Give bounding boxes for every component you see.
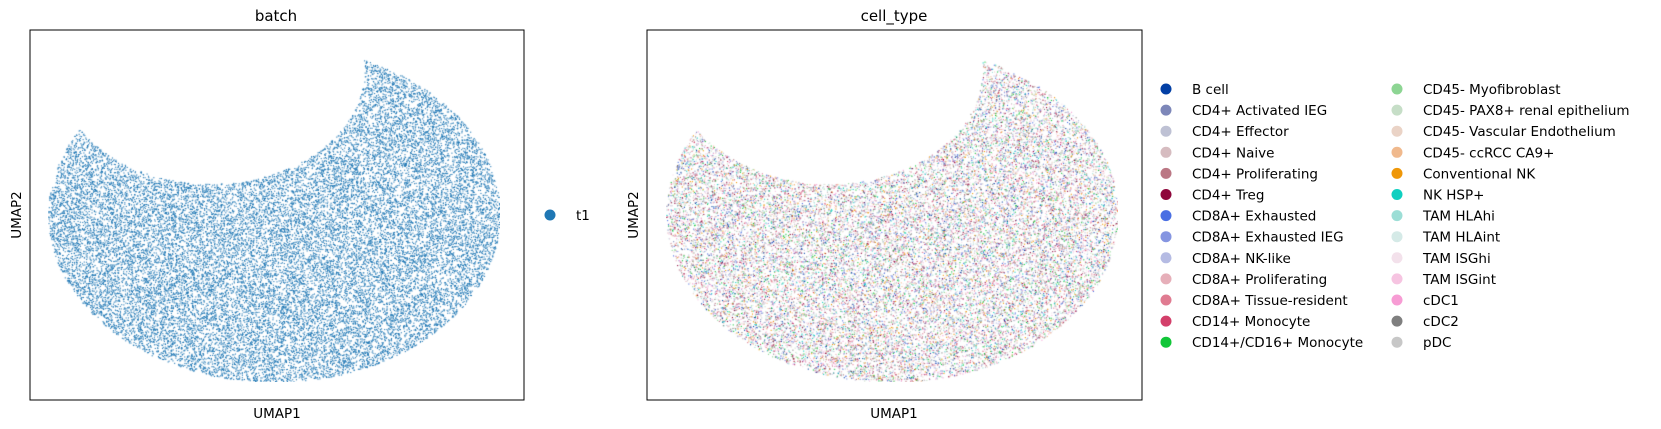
batch-legend: t1 [544, 208, 590, 224]
legend-marker [1160, 167, 1172, 179]
legend-label: B cell [1192, 82, 1229, 98]
legend-label: cDC2 [1423, 314, 1459, 330]
legend-marker [1391, 125, 1403, 137]
legend-marker [1391, 146, 1403, 158]
legend-label: pDC [1423, 335, 1451, 351]
cell-type-points [666, 46, 1118, 382]
legend-marker [1391, 104, 1403, 116]
legend-marker [1160, 146, 1172, 158]
legend-label: CD8A+ Proliferating [1192, 272, 1327, 288]
legend-label: CD8A+ Exhausted [1192, 209, 1316, 225]
legend-label: CD4+ Proliferating [1192, 166, 1318, 182]
legend-label: TAM HLAhi [1422, 209, 1495, 225]
legend-marker [1391, 231, 1403, 243]
legend-label: CD8A+ Exhausted IEG [1192, 230, 1344, 246]
legend-marker [1160, 336, 1172, 348]
batch-ylabel: UMAP2 [9, 191, 25, 239]
legend-label: CD45- PAX8+ renal epithelium [1423, 103, 1630, 119]
legend-label: CD4+ Treg [1192, 188, 1264, 204]
cell-type-title: cell_type [861, 7, 928, 26]
legend-marker [1391, 252, 1403, 264]
legend-marker [1391, 273, 1403, 285]
legend-marker [1391, 210, 1403, 222]
batch-points [48, 46, 500, 382]
legend-marker [1160, 83, 1172, 95]
legend-marker [1160, 252, 1172, 264]
cell-type-panel: cell_type UMAP1 UMAP2 B cell CD4+ Activat… [626, 7, 1630, 422]
legend-marker [1391, 189, 1403, 200]
legend-label: CD45- Vascular Endothelium [1423, 124, 1616, 140]
legend-marker [1391, 294, 1403, 306]
batch-panel: batch UMAP1 UMAP2 t1 [9, 7, 590, 422]
legend-label: CD45- Myofibroblast [1423, 82, 1561, 98]
legend-label: TAM ISGhi [1422, 251, 1491, 267]
legend-label: t1 [576, 208, 590, 224]
legend-label: NK HSP+ [1423, 188, 1484, 204]
legend-label: CD45- ccRCC CA9+ [1423, 145, 1554, 161]
legend-label: CD4+ Activated IEG [1192, 103, 1327, 119]
legend-marker [1391, 83, 1403, 95]
legend-marker [544, 209, 556, 221]
legend-marker [1160, 210, 1172, 222]
legend-label: TAM HLAint [1422, 230, 1500, 246]
cell-type-plot-frame [646, 29, 1143, 401]
legend-label: CD4+ Effector [1192, 124, 1289, 140]
legend-label: TAM ISGint [1422, 272, 1496, 288]
legend-label: Conventional NK [1423, 166, 1536, 182]
batch-title: batch [255, 7, 297, 25]
legend-marker [1160, 189, 1172, 200]
cell-type-ylabel: UMAP2 [626, 191, 642, 239]
cell-type-legend: B cell CD4+ Activated IEG CD4+ Effector CD4… [1160, 82, 1630, 351]
legend-marker [1160, 315, 1172, 327]
legend-marker [1391, 315, 1403, 327]
legend-marker [1160, 273, 1172, 285]
legend-marker [1391, 167, 1403, 179]
legend-label: CD8A+ Tissue-resident [1192, 293, 1348, 309]
legend-label: CD8A+ NK-like [1192, 251, 1291, 267]
legend-marker [1160, 104, 1172, 116]
legend-label: cDC1 [1423, 293, 1459, 309]
scatter-points-layer [48, 46, 500, 382]
legend-marker [1160, 231, 1172, 243]
legend-marker [1160, 294, 1172, 306]
legend-marker [1391, 336, 1403, 348]
cell-type-xlabel: UMAP1 [870, 406, 918, 422]
batch-xlabel: UMAP1 [253, 406, 301, 422]
legend-label: CD14+/CD16+ Monocyte [1192, 335, 1363, 351]
legend-label: CD14+ Monocyte [1192, 314, 1310, 330]
legend-marker [1160, 125, 1172, 137]
batch-plot-frame [29, 29, 525, 401]
legend-label: CD4+ Naive [1192, 145, 1274, 161]
scatter-points-layer [666, 46, 1118, 382]
